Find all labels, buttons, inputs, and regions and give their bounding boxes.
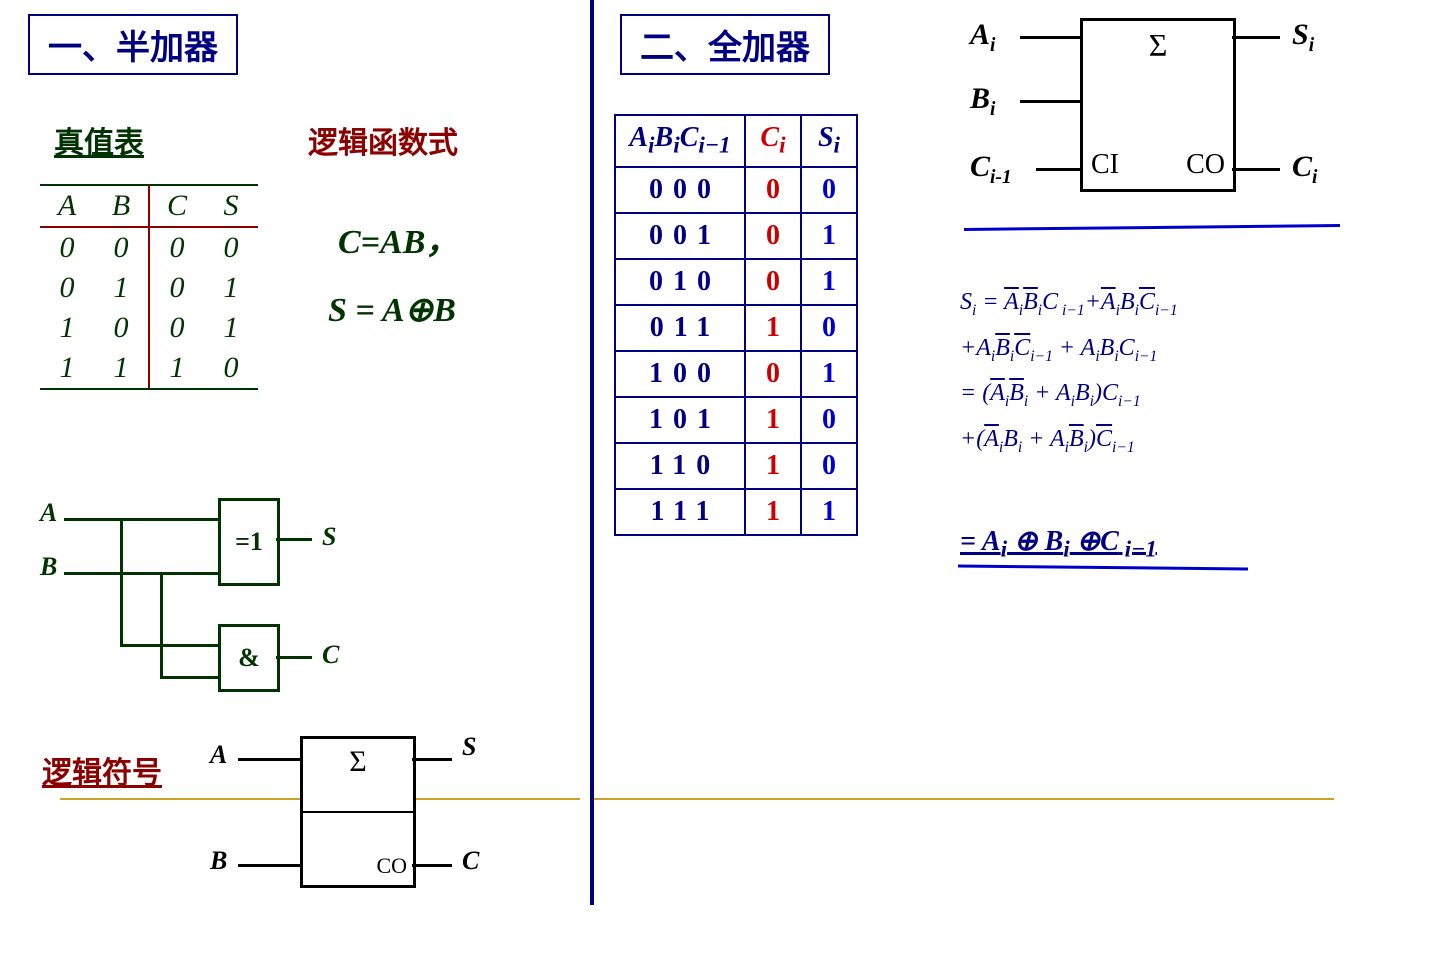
fa-pin-cout: Ci <box>1292 150 1317 189</box>
sym-input-b: B <box>210 846 227 876</box>
half-adder-symbol: A B Σ CO S C <box>210 728 490 908</box>
sym-output-c: C <box>462 846 479 876</box>
symbol-label: 逻辑符号 <box>42 748 162 792</box>
truth-table-label: 真值表 <box>54 118 144 162</box>
fa-pin-a: Ai <box>970 18 995 57</box>
fa-sigma-icon: Σ <box>1083 27 1233 64</box>
function-label: 逻辑函数式 <box>308 118 458 162</box>
fa-pin-cin: Ci-1 <box>970 150 1012 189</box>
fa-pin-s: Si <box>1292 18 1314 57</box>
full-adder-truth-table: AiBiCi−1 Ci Si 00000 00101 01001 01110 1… <box>614 114 858 536</box>
sym-output-s: S <box>462 732 476 762</box>
full-adder-symbol: Ai Bi Ci-1 Σ CI CO Si Ci <box>970 14 1350 214</box>
full-adder-title: 二、全加器 <box>620 14 830 75</box>
and-gate: & <box>218 624 280 692</box>
fa-header-abc: AiBiCi−1 <box>615 115 745 167</box>
fa-header-c: Ci <box>745 115 801 167</box>
si-final-equation: = Ai ⊕ Bi ⊕C i−1 <box>960 524 1157 564</box>
output-c-label: C <box>322 640 339 670</box>
output-s-label: S <box>322 522 336 552</box>
fa-header-s: Si <box>801 115 857 167</box>
fa-ci-label: CI <box>1091 149 1119 181</box>
carry-formula: C=AB， <box>338 214 459 263</box>
half-adder-gate-circuit: A B =1 & S C <box>40 490 370 700</box>
co-label: CO <box>376 853 407 879</box>
si-derivation: Si = AiBiC i−1+AiBiCi−1 +AiBiCi−1 + AiBi… <box>960 280 1360 462</box>
input-b-label: B <box>40 552 57 582</box>
half-adder-title: 一、半加器 <box>28 14 238 75</box>
gold-separator <box>594 798 1334 800</box>
half-adder-truth-table: A B C S 0000 0101 1001 1110 <box>40 184 258 390</box>
sym-input-a: A <box>210 740 227 770</box>
underline-1 <box>964 224 1340 231</box>
divider-line <box>590 0 594 905</box>
sigma-icon: Σ <box>303 745 413 779</box>
underline-2 <box>958 564 1248 570</box>
fa-pin-b: Bi <box>970 82 995 121</box>
sum-formula: S = A⊕B <box>328 290 456 330</box>
input-a-label: A <box>40 498 57 528</box>
xor-gate: =1 <box>218 498 280 586</box>
fa-co-label: CO <box>1186 149 1225 181</box>
